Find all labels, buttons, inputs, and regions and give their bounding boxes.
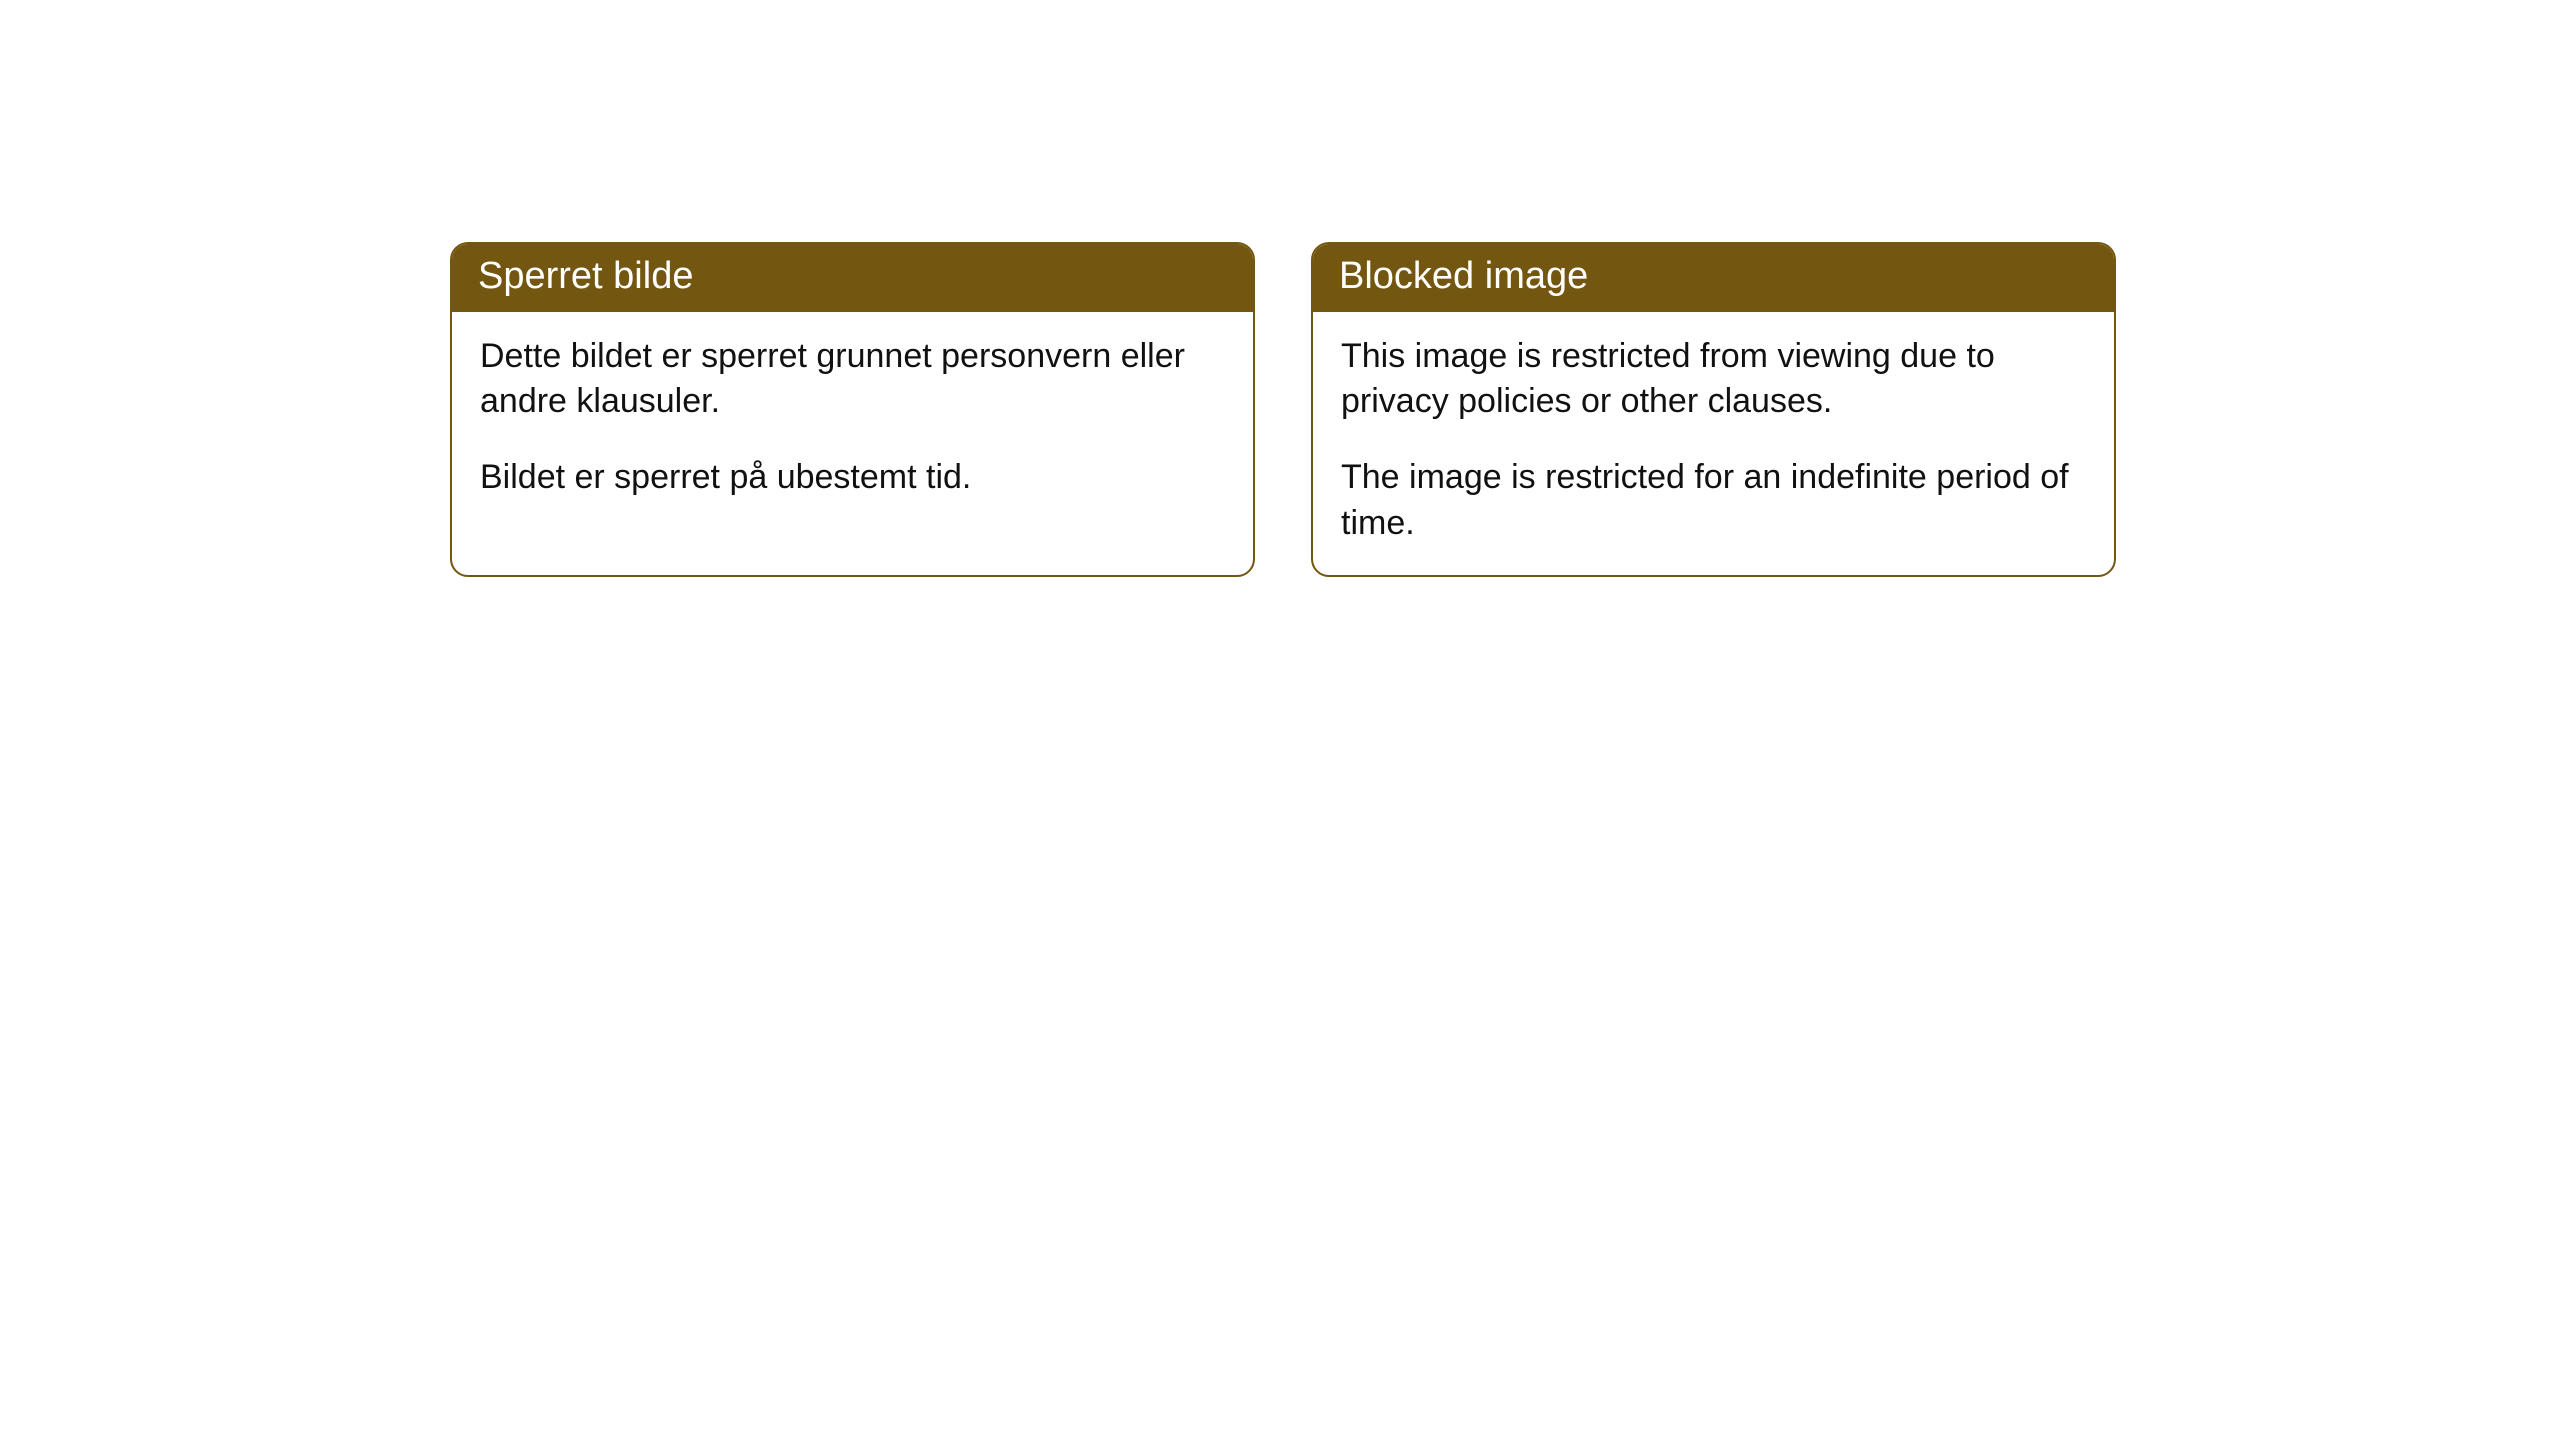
blocked-image-card-norwegian: Sperret bilde Dette bildet er sperret gr… xyxy=(450,242,1255,577)
card-paragraph: Bildet er sperret på ubestemt tid. xyxy=(480,455,1225,501)
card-paragraph: The image is restricted for an indefinit… xyxy=(1341,455,2086,547)
card-header: Sperret bilde xyxy=(452,244,1253,312)
notice-container: Sperret bilde Dette bildet er sperret gr… xyxy=(450,242,2116,577)
card-header: Blocked image xyxy=(1313,244,2114,312)
card-body: Dette bildet er sperret grunnet personve… xyxy=(452,312,1253,530)
card-paragraph: Dette bildet er sperret grunnet personve… xyxy=(480,334,1225,426)
card-title: Blocked image xyxy=(1339,255,1588,297)
card-title: Sperret bilde xyxy=(478,255,693,297)
card-body: This image is restricted from viewing du… xyxy=(1313,312,2114,576)
blocked-image-card-english: Blocked image This image is restricted f… xyxy=(1311,242,2116,577)
card-paragraph: This image is restricted from viewing du… xyxy=(1341,334,2086,426)
